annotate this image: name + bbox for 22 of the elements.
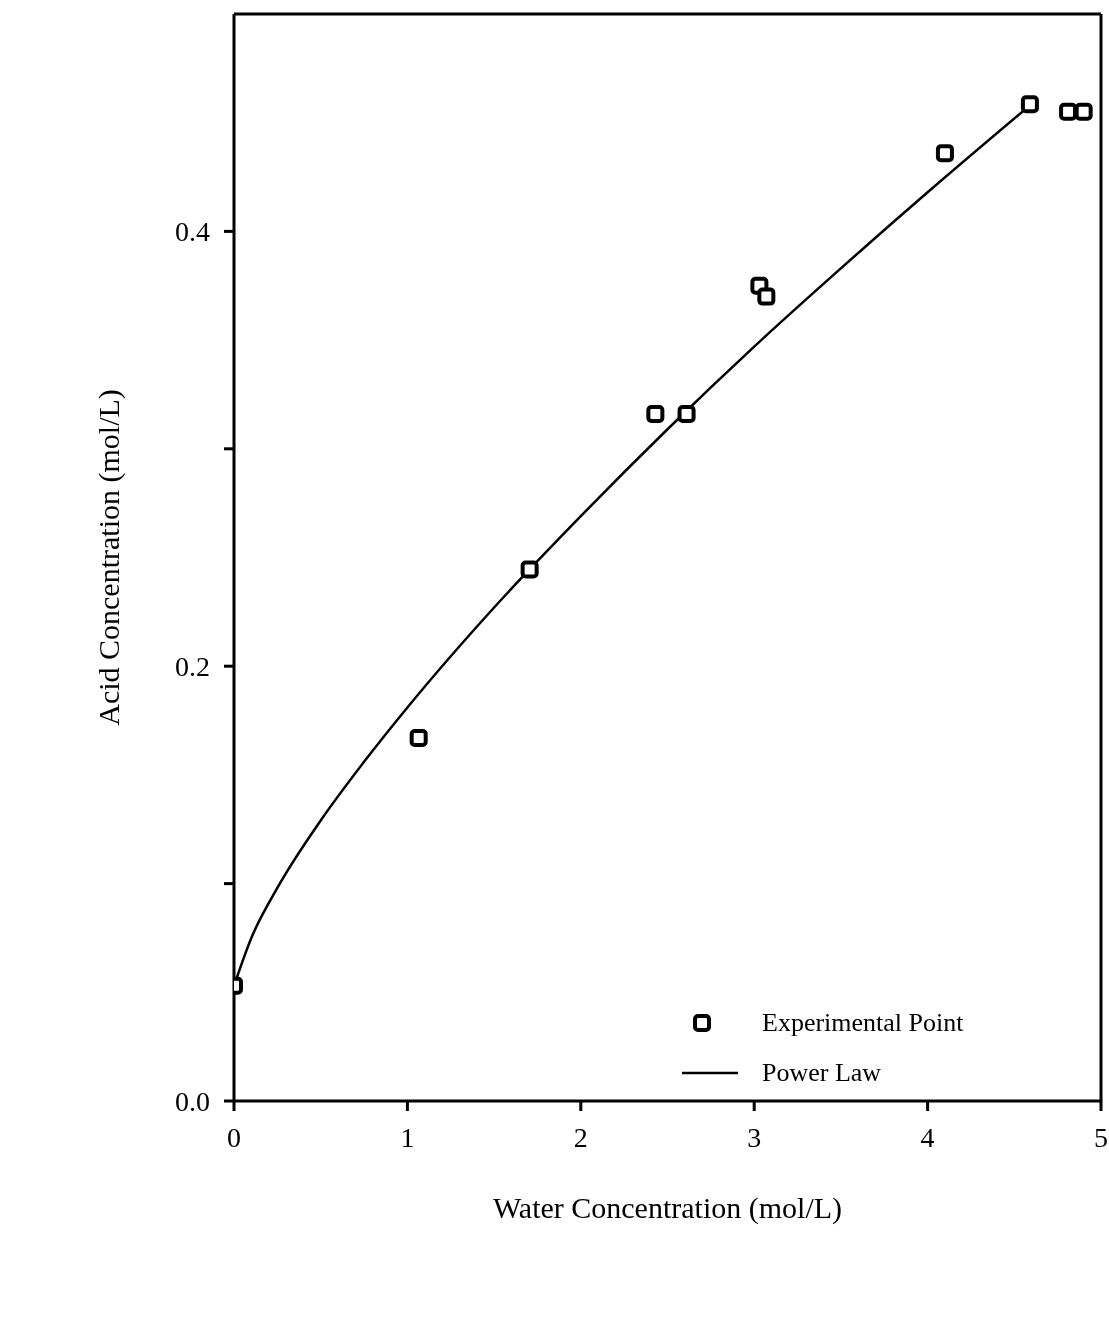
x-tick-label: 1: [400, 1122, 415, 1153]
x-axis-title: Water Concentration (mol/L): [492, 1191, 843, 1225]
x-tick-label: 3: [747, 1122, 762, 1153]
point: [1020, 95, 1039, 114]
y-tick-label: 0.4: [175, 216, 210, 248]
point: [757, 287, 776, 306]
point: [1059, 102, 1078, 121]
y-tick-label: 0.2: [175, 651, 210, 683]
legend-label: Power Law: [762, 1058, 882, 1088]
point: [1074, 102, 1093, 121]
x-tick-label: 4: [920, 1122, 935, 1153]
legend-label: Experimental Point: [762, 1008, 964, 1038]
x-tick-label: 5: [1094, 1122, 1108, 1153]
point: [409, 728, 428, 747]
x-tick-label: 2: [573, 1122, 588, 1153]
point: [677, 405, 696, 424]
point: [646, 405, 665, 424]
point: [935, 144, 954, 163]
x-tick-label: 0: [227, 1122, 241, 1153]
y-axis-title: Acid Concentration (mol/L): [91, 389, 126, 726]
point: [520, 560, 539, 579]
y-tick-label: 0.0: [175, 1086, 210, 1117]
